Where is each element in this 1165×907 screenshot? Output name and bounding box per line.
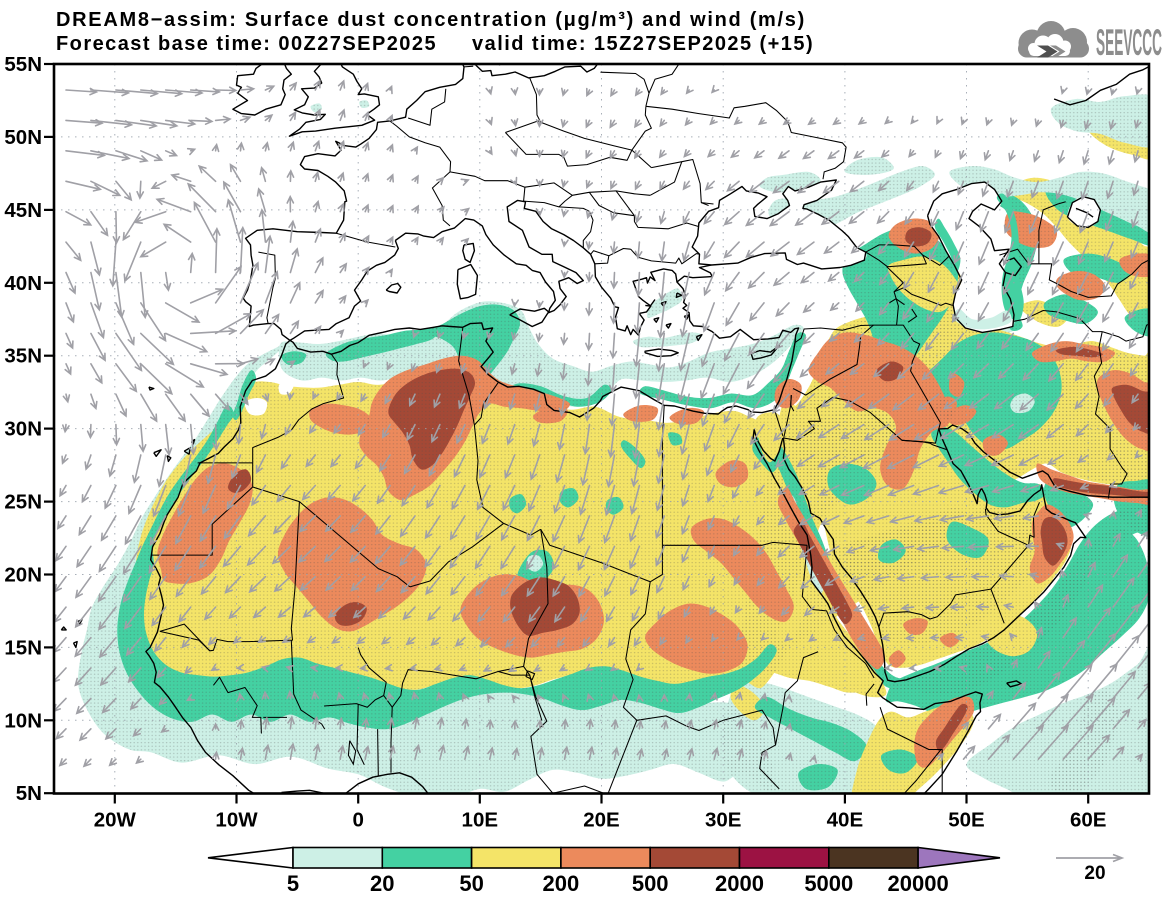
svg-text:30N: 30N (4, 418, 42, 441)
svg-text:45N: 45N (4, 199, 42, 222)
svg-text:55N: 55N (4, 53, 42, 76)
svg-text:10N: 10N (4, 709, 42, 732)
svg-text:50: 50 (459, 871, 483, 896)
svg-text:500: 500 (632, 871, 669, 896)
svg-text:20: 20 (1084, 863, 1105, 884)
svg-text:25N: 25N (4, 491, 42, 514)
svg-text:200: 200 (543, 871, 580, 896)
svg-text:50N: 50N (4, 126, 42, 149)
svg-text:SEEVCCC: SEEVCCC (1096, 21, 1162, 63)
svg-text:20N: 20N (4, 564, 42, 587)
svg-text:Forecast base time: 00Z27SEP20: Forecast base time: 00Z27SEP2025 valid t… (56, 33, 814, 55)
svg-text:DREAM8−assim: Surface dust con: DREAM8−assim: Surface dust concentration… (56, 9, 806, 31)
svg-text:20W: 20W (94, 809, 137, 832)
svg-text:50E: 50E (948, 809, 984, 832)
svg-text:0: 0 (352, 809, 363, 832)
svg-text:10W: 10W (215, 809, 258, 832)
svg-text:15N: 15N (4, 636, 42, 659)
svg-text:40N: 40N (4, 272, 42, 295)
svg-text:20000: 20000 (888, 871, 949, 896)
svg-text:20: 20 (370, 871, 394, 896)
svg-text:2000: 2000 (715, 871, 764, 896)
svg-text:10E: 10E (462, 809, 498, 832)
svg-text:60E: 60E (1070, 809, 1106, 832)
svg-text:5000: 5000 (804, 871, 853, 896)
svg-text:40E: 40E (827, 809, 863, 832)
svg-text:20E: 20E (583, 809, 619, 832)
svg-text:30E: 30E (705, 809, 741, 832)
svg-text:5N: 5N (16, 782, 42, 805)
svg-text:35N: 35N (4, 345, 42, 368)
svg-text:5: 5 (287, 871, 299, 896)
